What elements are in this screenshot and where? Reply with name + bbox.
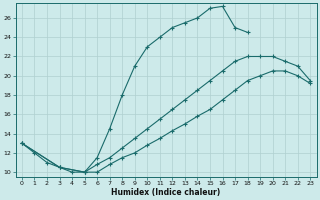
X-axis label: Humidex (Indice chaleur): Humidex (Indice chaleur)	[111, 188, 221, 197]
